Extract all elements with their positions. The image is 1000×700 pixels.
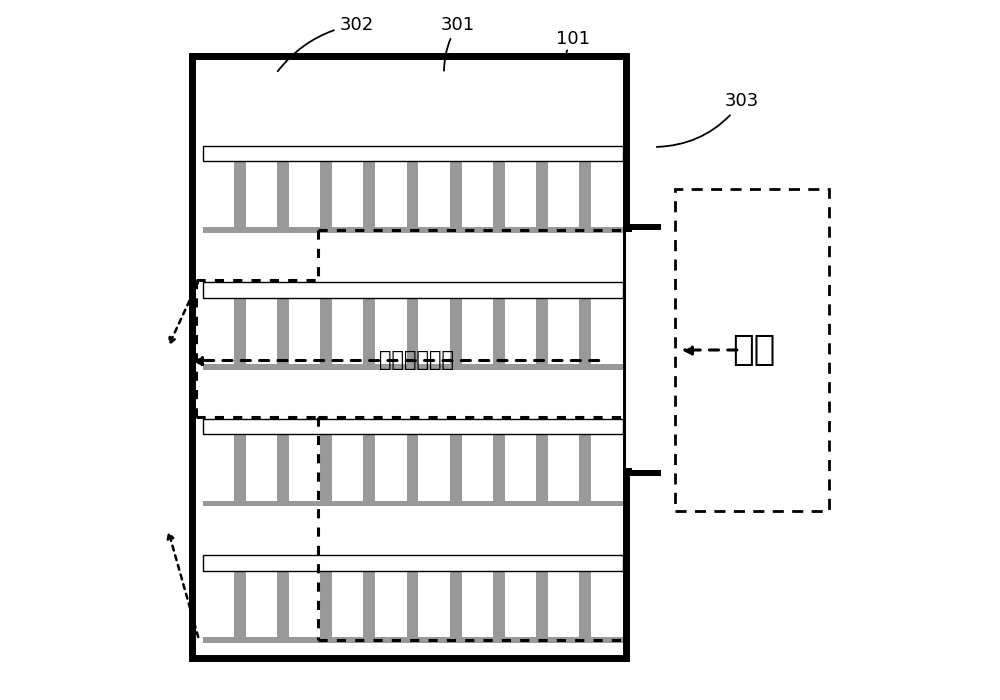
Bar (375, 161, 407, 228)
Bar (332, 161, 363, 228)
Bar (591, 298, 623, 364)
Bar (246, 298, 277, 364)
Bar (203, 298, 623, 364)
Bar (203, 419, 623, 434)
Bar (462, 298, 493, 364)
Bar (418, 161, 450, 228)
Bar (505, 570, 536, 637)
Bar (203, 161, 623, 228)
Text: 101: 101 (556, 29, 590, 52)
Bar (203, 282, 623, 298)
Bar (203, 161, 234, 228)
Bar (626, 232, 652, 468)
Bar (548, 434, 579, 500)
Bar (375, 434, 407, 500)
Bar (203, 298, 234, 364)
Bar (418, 434, 450, 500)
Bar (289, 434, 320, 500)
Bar (505, 161, 536, 228)
Bar (246, 570, 277, 637)
Bar (505, 434, 536, 500)
Bar (632, 230, 661, 470)
Bar (591, 434, 623, 500)
Text: 空气流动方向: 空气流动方向 (378, 351, 454, 370)
Bar (591, 570, 623, 637)
Bar (462, 434, 493, 500)
Bar (418, 570, 450, 637)
Text: 301: 301 (441, 15, 475, 71)
Bar (548, 161, 579, 228)
Bar (203, 434, 623, 500)
Bar (203, 146, 623, 161)
Bar (203, 499, 623, 506)
Bar (246, 434, 277, 500)
Bar (192, 56, 626, 658)
Text: 302: 302 (278, 15, 374, 71)
Bar (375, 570, 407, 637)
Bar (289, 298, 320, 364)
Bar (418, 298, 450, 364)
Bar (203, 570, 234, 637)
Text: 空气: 空气 (732, 333, 775, 367)
Bar (203, 363, 623, 370)
Bar (591, 161, 623, 228)
Bar (332, 298, 363, 364)
Bar (375, 298, 407, 364)
Bar (203, 434, 234, 500)
Bar (203, 636, 623, 643)
Bar (289, 570, 320, 637)
Bar (289, 161, 320, 228)
Text: 303: 303 (657, 92, 759, 147)
Bar (548, 570, 579, 637)
Bar (462, 570, 493, 637)
Bar (203, 226, 623, 233)
Bar (675, 189, 829, 511)
Bar (462, 161, 493, 228)
Bar (246, 161, 277, 228)
Bar (332, 434, 363, 500)
Bar (626, 224, 661, 476)
Bar (548, 298, 579, 364)
Bar (203, 555, 623, 570)
Bar (203, 570, 623, 637)
Bar (505, 298, 536, 364)
Bar (332, 570, 363, 637)
